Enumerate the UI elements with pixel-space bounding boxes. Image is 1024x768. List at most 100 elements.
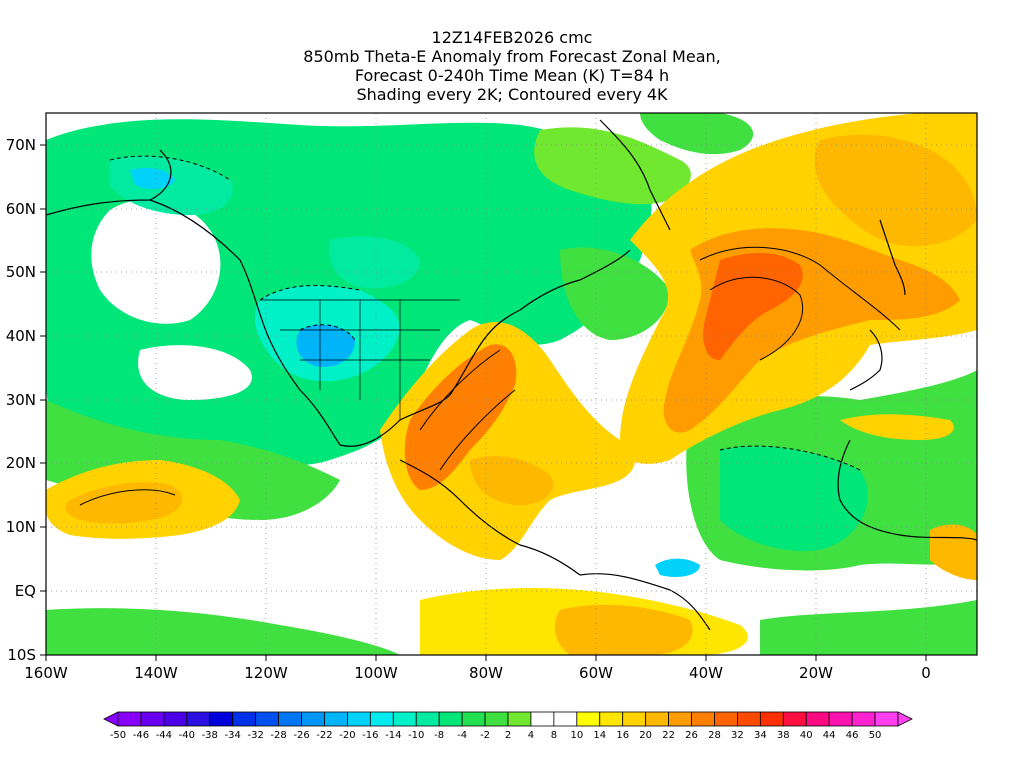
colorbar-swatch bbox=[576, 711, 601, 727]
colorbar-swatch bbox=[805, 711, 830, 727]
colorbar-label: -26 bbox=[293, 730, 309, 741]
lat-label-40n: 40N bbox=[6, 327, 36, 345]
colorbar-label: -16 bbox=[362, 730, 378, 741]
colorbar-label: 20 bbox=[639, 730, 652, 741]
north-america-west-coast bbox=[149, 199, 341, 446]
south-america-north bbox=[579, 573, 711, 631]
green-labrador bbox=[560, 247, 670, 340]
blue-western-us-core bbox=[296, 324, 355, 367]
green-greenland bbox=[640, 113, 754, 155]
title-line-1: 12Z14FEB2026 cmc bbox=[431, 28, 593, 47]
colorbar-label: 10 bbox=[570, 730, 583, 741]
us-east-coast bbox=[519, 249, 631, 311]
colorbar-label: -40 bbox=[179, 730, 195, 741]
colorbar-label: -38 bbox=[202, 730, 218, 741]
colorbar-swatch bbox=[209, 711, 234, 727]
green-africa-south bbox=[760, 600, 977, 655]
shaded-field bbox=[46, 113, 977, 655]
lat-label-50n: 50N bbox=[6, 263, 36, 281]
orange-south-america bbox=[554, 604, 693, 655]
colorbar-swatch bbox=[530, 711, 555, 727]
lon-label-100w: 100W bbox=[354, 664, 398, 682]
colorbar-label: 22 bbox=[662, 730, 675, 741]
colorbar-swatch bbox=[782, 711, 807, 727]
lon-label-0: 0 bbox=[921, 664, 931, 682]
colorbar-swatch bbox=[828, 711, 853, 727]
colorbar-swatch bbox=[461, 711, 486, 727]
colorbar-swatch bbox=[874, 711, 899, 727]
colorbar-label: 4 bbox=[528, 730, 534, 741]
alaska-coast bbox=[46, 149, 172, 216]
iberia bbox=[849, 329, 883, 391]
colorbar-swatch bbox=[759, 711, 784, 727]
colorbar-swatch bbox=[186, 711, 211, 727]
orange-caribbean bbox=[470, 455, 554, 505]
colorbar bbox=[103, 711, 913, 727]
lon-label-120w: 120W bbox=[244, 664, 288, 682]
green-atlantic-mid bbox=[720, 446, 868, 551]
tick-marks bbox=[40, 144, 927, 661]
colorbar-swatch bbox=[347, 711, 371, 727]
lon-label-140w: 140W bbox=[134, 664, 178, 682]
colorbar-label: -8 bbox=[434, 730, 444, 741]
orange-east-pacific bbox=[65, 482, 183, 524]
colorbar-swatch bbox=[140, 711, 165, 727]
lat-label-20n: 20N bbox=[6, 454, 36, 472]
colorbar-swatch bbox=[645, 711, 669, 727]
white-gap-east-pacific bbox=[138, 345, 252, 400]
redorange-north-atlantic bbox=[703, 253, 803, 360]
colorbar-swatch bbox=[737, 711, 761, 727]
colorbar-swatch bbox=[301, 711, 325, 727]
colorbar-swatch bbox=[691, 711, 715, 727]
colorbar-label: -44 bbox=[156, 730, 172, 741]
colorbar-label: 50 bbox=[869, 730, 882, 741]
white-gap-pacific bbox=[91, 199, 221, 324]
plot-frame bbox=[45, 112, 978, 656]
lon-label-20w: 20W bbox=[799, 664, 833, 682]
colorbar-label: 28 bbox=[708, 730, 721, 741]
orange-gulf bbox=[404, 344, 517, 490]
colorbar-label: -10 bbox=[408, 730, 424, 741]
state-borders bbox=[260, 299, 460, 420]
lon-label-40w: 40W bbox=[689, 664, 723, 682]
central-america bbox=[399, 459, 581, 576]
colorbar-label: -20 bbox=[339, 730, 355, 741]
lat-label-10s: 10S bbox=[7, 646, 36, 664]
colorbar-label: 34 bbox=[754, 730, 767, 741]
colorbar-label: 40 bbox=[800, 730, 813, 741]
colorbar-label: 38 bbox=[777, 730, 790, 741]
colorbar-swatch bbox=[851, 711, 876, 727]
contour-lines bbox=[79, 155, 901, 506]
orange-scandinavia bbox=[814, 134, 977, 247]
colorbar-label: 44 bbox=[823, 730, 836, 741]
title-line-2: 850mb Theta-E Anomaly from Forecast Zona… bbox=[303, 47, 721, 66]
greenland bbox=[599, 119, 671, 231]
colorbar-label: -34 bbox=[225, 730, 241, 741]
colorbar-label: 16 bbox=[616, 730, 629, 741]
title-line-4: Shading every 2K; Contoured every 4K bbox=[356, 85, 668, 104]
colorbar-label: -28 bbox=[270, 730, 286, 741]
colorbar-swatch bbox=[484, 711, 509, 727]
lon-label-80w: 80W bbox=[469, 664, 503, 682]
colorbar-label: 32 bbox=[731, 730, 744, 741]
green-canada-arctic bbox=[534, 127, 691, 205]
colorbar-swatch bbox=[622, 711, 647, 727]
colorbar-label: -2 bbox=[480, 730, 490, 741]
colorbar-swatch bbox=[278, 711, 302, 727]
colorbar-arrow-left bbox=[103, 711, 119, 727]
colorbar-swatch bbox=[668, 711, 692, 727]
lat-label-eq: EQ bbox=[15, 582, 36, 600]
cyan-patch-atlantic bbox=[655, 558, 700, 577]
colorbar-label: 2 bbox=[505, 730, 511, 741]
latitude-labels: 70N 60N 50N 40N 30N 20N 10N EQ 10S bbox=[6, 136, 36, 664]
africa-west bbox=[837, 439, 977, 541]
colorbar-label: 8 bbox=[551, 730, 557, 741]
colorbar-swatch bbox=[438, 711, 463, 727]
coastlines bbox=[46, 119, 977, 631]
colorbar-swatch bbox=[324, 711, 348, 727]
colorbar-swatch bbox=[392, 711, 417, 727]
longitude-labels: 160W 140W 120W 100W 80W 60W 40W 20W 0 bbox=[24, 664, 931, 682]
colorbar-label: -22 bbox=[316, 730, 332, 741]
colorbar-swatch bbox=[117, 711, 142, 727]
